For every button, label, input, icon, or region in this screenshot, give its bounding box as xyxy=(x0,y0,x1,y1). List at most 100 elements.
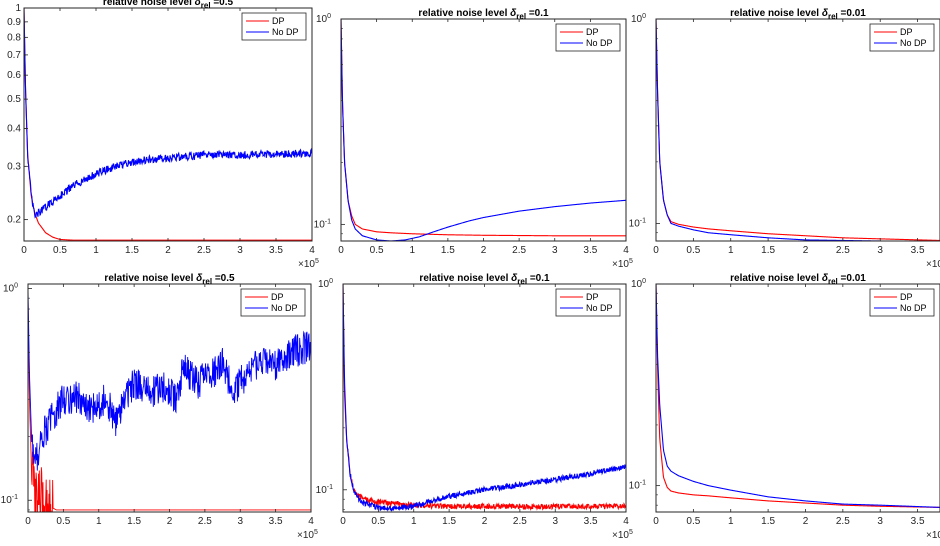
chart-title: relative noise level δrel =0.5 xyxy=(104,273,235,286)
y-tick-label: 100 xyxy=(3,282,18,294)
x-tick-label: 0.5 xyxy=(56,516,70,527)
x-tick-label: 0.5 xyxy=(371,516,385,527)
x-exponent-label: ×105 xyxy=(612,258,633,270)
x-tick-label: 1.5 xyxy=(761,245,775,256)
chart-title: relative noise level δrel =0.01 xyxy=(730,273,866,286)
x-tick-label: 1 xyxy=(93,245,99,256)
plot-area xyxy=(655,18,940,242)
x-tick-label: 3.5 xyxy=(269,516,283,527)
y-tick-label: 100 xyxy=(631,13,646,25)
x-tick-label: 3 xyxy=(877,245,883,256)
y-tick-label: 0.5 xyxy=(7,94,21,105)
chart-title: relative noise level δrel =0.01 xyxy=(730,8,866,21)
legend-entry: No DP xyxy=(586,38,613,48)
x-tick-label: 2.5 xyxy=(513,516,527,527)
y-tick-label: 0.2 xyxy=(7,215,21,226)
y-tick-label: 0.3 xyxy=(7,161,21,172)
x-tick-label: 1 xyxy=(409,245,415,256)
chart-title: relative noise level δrel =0.5 xyxy=(103,0,234,10)
x-tick-label: 2 xyxy=(803,516,809,527)
x-tick-label: 0 xyxy=(21,245,27,256)
x-tick-label: 0.5 xyxy=(370,245,384,256)
x-tick-label: 3.5 xyxy=(911,516,925,527)
x-tick-label: 2 xyxy=(165,245,171,256)
x-tick-label: 4 xyxy=(623,245,629,256)
x-tick-label: 0.5 xyxy=(53,245,67,256)
x-tick-label: 0 xyxy=(338,245,344,256)
x-tick-label: 3.5 xyxy=(584,516,598,527)
x-exponent-label: ×105 xyxy=(298,258,319,270)
x-tick-label: 4 xyxy=(623,516,629,527)
x-exponent-label: ×105 xyxy=(926,258,940,270)
y-tick-label: 10-1 xyxy=(629,480,646,492)
x-tick-label: 1 xyxy=(728,516,734,527)
y-tick-label: 1 xyxy=(15,3,21,14)
x-tick-label: 4 xyxy=(309,245,315,256)
series-line-dp xyxy=(656,284,940,508)
legend-entry: No DP xyxy=(272,27,299,37)
series-line-no-dp xyxy=(24,8,312,219)
plot-area xyxy=(342,283,627,513)
x-tick-label: 3 xyxy=(552,516,558,527)
x-tick-label: 3 xyxy=(552,245,558,256)
x-exponent-label: ×105 xyxy=(297,529,318,541)
x-exponent-label: ×105 xyxy=(612,529,633,541)
series-line-no-dp xyxy=(656,284,940,508)
x-tick-label: 0 xyxy=(25,516,31,527)
series-line-no-dp xyxy=(341,19,626,241)
x-tick-label: 3.5 xyxy=(269,245,283,256)
plot-area xyxy=(340,18,627,242)
x-tick-label: 1.5 xyxy=(127,516,141,527)
legend-entry: No DP xyxy=(586,303,613,313)
series-line-dp xyxy=(343,284,626,512)
y-tick-label: 0.8 xyxy=(7,32,21,43)
legend-entry: No DP xyxy=(900,303,927,313)
chart-panel-top-middle: 0 0.5 1 1.5 2 2.5 3 3.5 4 ×105 10-1 100 relative noi… xyxy=(314,8,633,270)
chart-panel-top-right: 0 0.5 1 1.5 2 2.5 3 3.5×105 10-1 100 relative nois… xyxy=(629,8,940,270)
chart-title: relative noise level δrel =0.1 xyxy=(418,8,549,21)
x-tick-label: 3.5 xyxy=(911,245,925,256)
y-tick-label: 0.7 xyxy=(7,50,21,61)
legend-entry: DP xyxy=(586,27,599,37)
x-tick-label: 2.5 xyxy=(198,516,212,527)
series-line-dp xyxy=(341,19,626,237)
x-tick-label: 2.5 xyxy=(512,245,526,256)
series-line-no-dp xyxy=(343,284,626,512)
x-tick-label: 0 xyxy=(653,516,659,527)
y-tick-label: 10-1 xyxy=(629,217,646,229)
series-line-dp xyxy=(24,8,312,241)
y-tick-label: 100 xyxy=(631,278,646,290)
legend-entry: No DP xyxy=(271,303,298,313)
x-tick-label: 1 xyxy=(411,516,417,527)
chart-panel-bottom-left: 0 0.5 1 1.5 2 2.5 3 3.5 4 ×105 10-1 100 relative noi… xyxy=(1,273,318,541)
legend-entry: No DP xyxy=(900,38,927,48)
plot-area xyxy=(23,7,313,242)
x-tick-label: 2.5 xyxy=(836,245,850,256)
x-tick-label: 0.5 xyxy=(686,516,700,527)
series-line-no-dp xyxy=(656,19,940,241)
y-tick-label: 0.4 xyxy=(7,123,21,134)
series-line-dp xyxy=(28,298,311,512)
x-tick-label: 0.5 xyxy=(686,245,700,256)
y-tick-label: 0.6 xyxy=(7,70,21,81)
legend-entry: DP xyxy=(900,292,913,302)
series-line-dp xyxy=(656,19,940,241)
y-tick-label: 10-1 xyxy=(1,494,18,506)
x-tick-label: 1 xyxy=(728,245,734,256)
y-tick-label: 10-1 xyxy=(314,218,331,230)
x-tick-label: 2 xyxy=(481,245,487,256)
legend-entry: DP xyxy=(271,292,284,302)
chart-panel-bottom-right: 0 0.5 1 1.5 2 2.5 3 3.5×105 10-1 100 relative nois… xyxy=(629,273,940,541)
x-exponent-label: ×105 xyxy=(926,529,940,541)
x-tick-label: 2.5 xyxy=(197,245,211,256)
x-tick-label: 3 xyxy=(237,516,243,527)
legend-entry: DP xyxy=(900,27,913,37)
x-tick-label: 2 xyxy=(482,516,488,527)
x-tick-label: 1.5 xyxy=(441,245,455,256)
